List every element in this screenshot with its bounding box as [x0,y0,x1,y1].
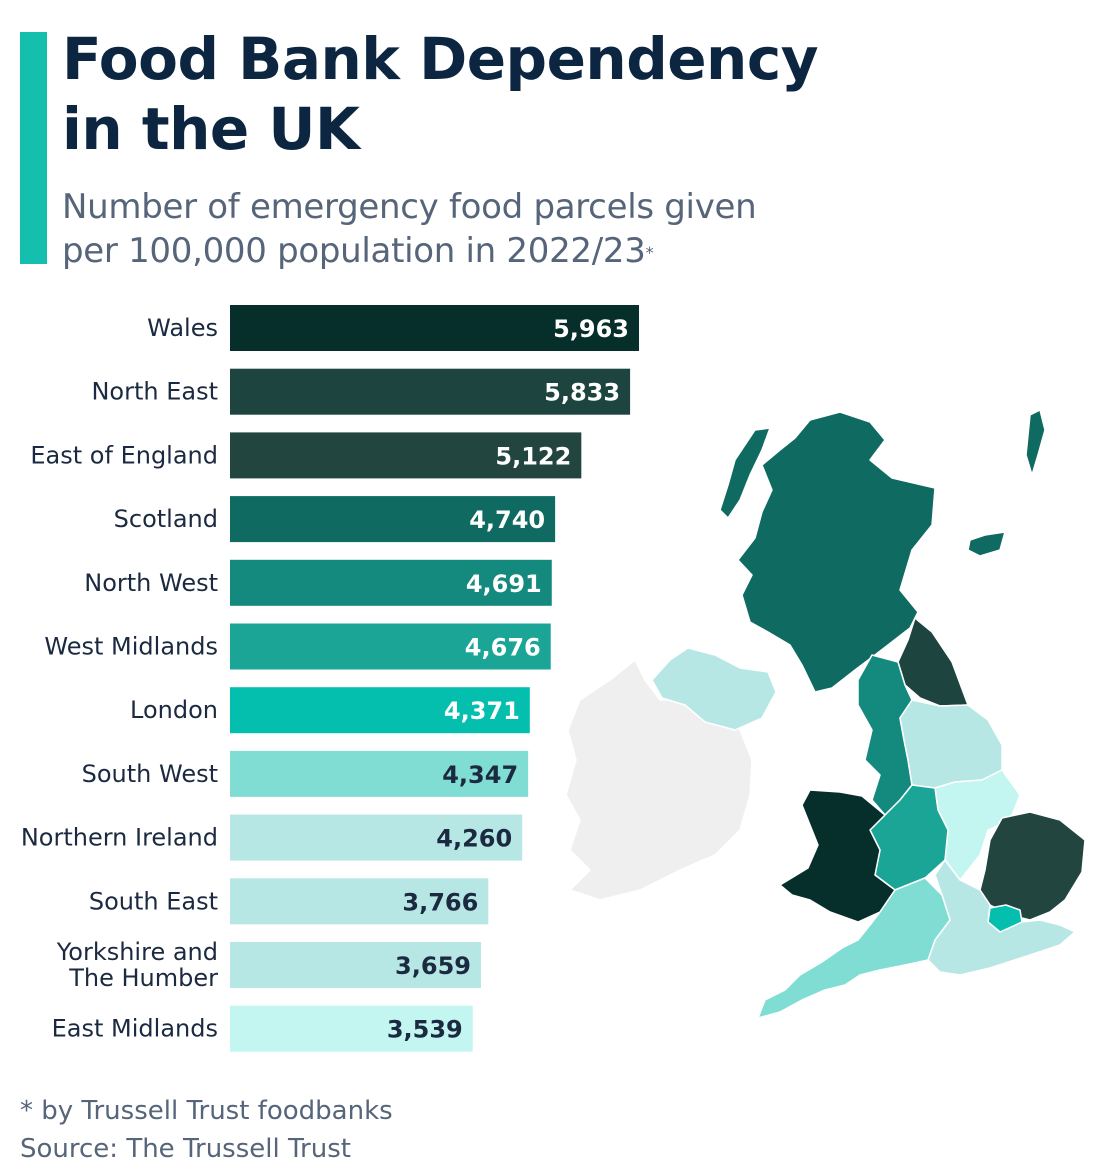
accent-bar [20,32,47,264]
bar-category-label: East of England [30,441,218,469]
bar-category-label: North West [84,569,218,597]
bar-value-label: 4,347 [442,761,518,789]
bar [230,496,556,543]
map-region-east-of-england [979,811,1086,921]
footnote-block: * by Trussell Trust foodbanks Source: Th… [20,1092,393,1168]
bar [230,814,523,861]
bar [230,878,489,925]
bar-value-label: 4,260 [436,825,512,853]
bar [230,687,530,734]
bar-category-label: South West [82,760,218,788]
bar-value-label: 4,740 [469,506,545,534]
bar-category-label: East Midlands [52,1015,218,1043]
bar-value-label: 3,539 [387,1016,463,1044]
bar-chart: Wales 5,963 North East 5,833 East of England… [21,305,639,1052]
bar-category-label: West Midlands [44,633,218,661]
bar [230,368,631,415]
page-title: Food Bank Dependency in the UK [62,25,819,163]
bar [230,432,582,479]
bar-category-label: Northern Ireland [21,824,218,852]
footnote-source: Source: The Trussell Trust [20,1134,351,1164]
uk-map [565,409,1086,1019]
page-subtitle: Number of emergency food parcels given p… [62,185,757,273]
bar-category-label: North East [91,378,218,406]
bar-value-label: 5,963 [553,315,629,343]
map-region-northern-ireland [651,647,777,731]
footnote-note: * by Trussell Trust foodbanks [20,1096,393,1126]
map-region-south-west [757,877,951,1019]
bar [230,623,551,670]
bar-category-label: South East [89,887,218,915]
subtitle-footnote-marker: * [645,243,654,262]
bar [230,942,481,988]
bar-value-label: 3,766 [402,888,478,916]
bar [230,750,529,797]
map-region-scotland-northern-isles [967,409,1046,557]
map-region-yorkshire [899,699,1003,789]
bar [230,559,552,606]
subtitle-text: Number of emergency food parcels given p… [62,187,757,271]
bar-value-label: 3,659 [395,952,471,980]
bar [230,305,639,351]
bar-value-label: 4,691 [466,570,542,598]
bar-category-label: London [130,696,218,724]
bar-value-label: 5,833 [544,379,620,407]
bar [230,1005,473,1052]
bar-category-label: Scotland [114,505,218,533]
bar-category-label: Wales [147,314,218,342]
bar-category-label: Yorkshire and The Humber [56,938,218,992]
map-region-scotland-isles [719,427,771,519]
bar-value-label: 4,676 [465,634,541,662]
bar-value-label: 4,371 [444,697,520,725]
map-region-north-east [897,617,969,707]
map-region-scotland [737,411,936,693]
map-region-wales [779,789,896,923]
bar-value-label: 5,122 [495,442,571,470]
